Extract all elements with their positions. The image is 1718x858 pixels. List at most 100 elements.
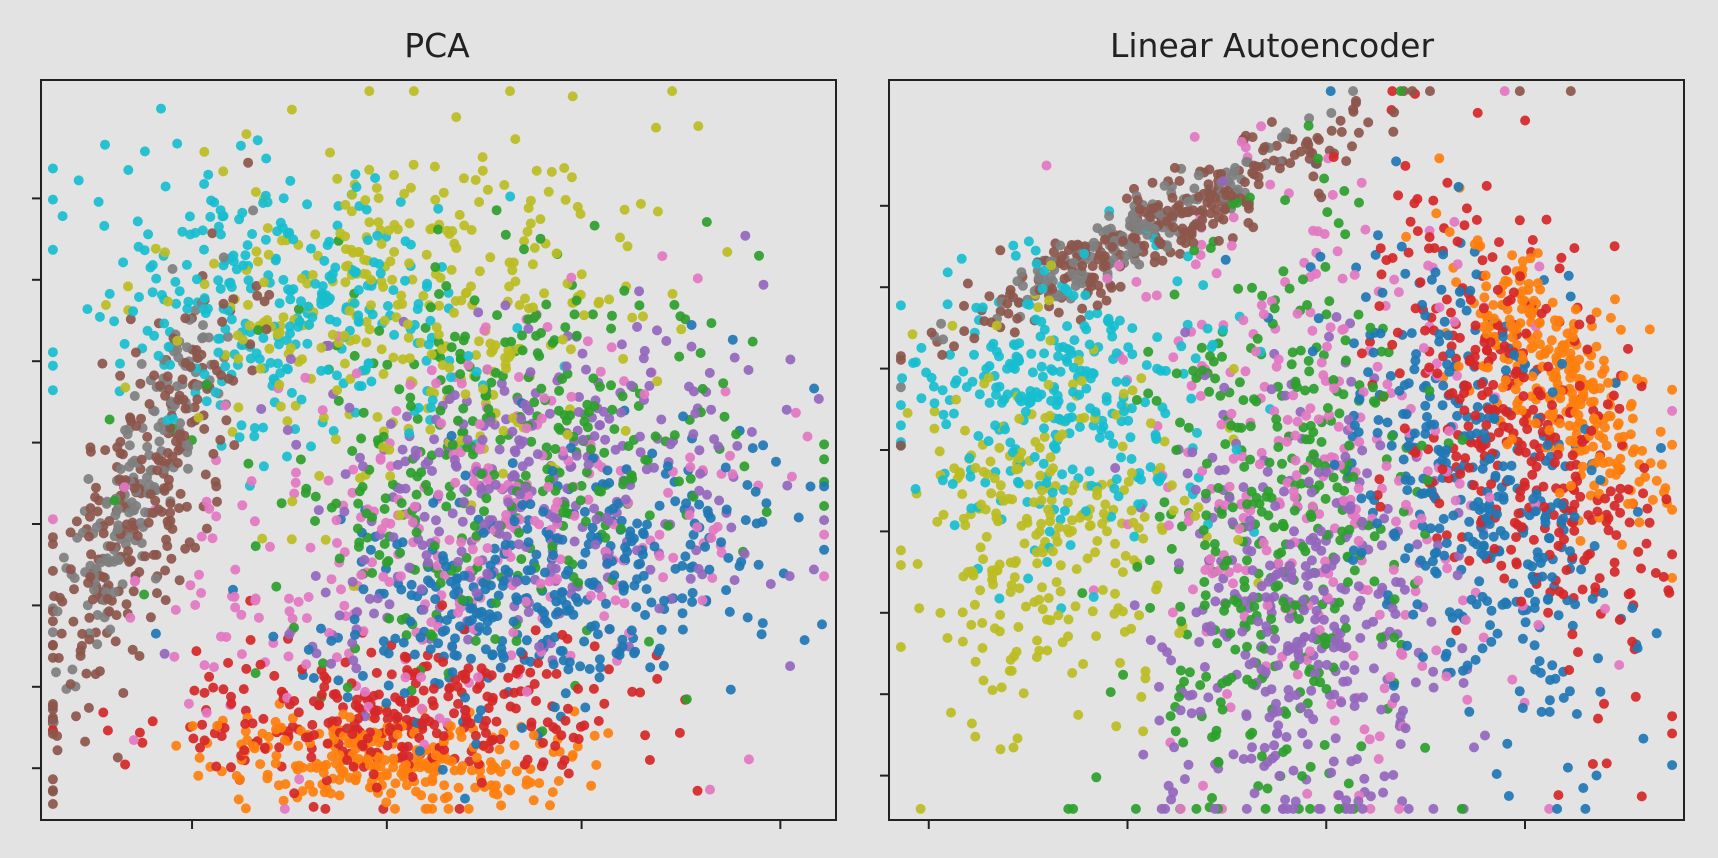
pca-scatter-point — [166, 553, 177, 564]
pca-scatter-point — [399, 688, 410, 699]
autoencoder-scatter-point — [1431, 358, 1442, 369]
pca-scatter-point — [160, 181, 171, 192]
pca-scatter-point — [142, 431, 153, 442]
pca-scatter-point — [589, 220, 600, 231]
pca-scatter-point — [453, 415, 463, 426]
pca-scatter-point — [681, 694, 692, 705]
pca-scatter-point — [584, 578, 595, 588]
autoencoder-scatter-point — [1614, 660, 1625, 670]
autoencoder-scatter-point — [1373, 230, 1383, 241]
autoencoder-scatter-point — [1145, 462, 1156, 473]
pca-scatter-point — [677, 608, 688, 619]
autoencoder-scatter-point — [1104, 211, 1115, 221]
autoencoder-scatter-point — [1044, 526, 1055, 537]
autoencoder-scatter-point — [984, 291, 995, 302]
autoencoder-scatter-point — [1100, 499, 1111, 510]
pca-scatter-point — [809, 383, 820, 394]
pca-scatter-point — [453, 698, 464, 709]
autoencoder-scatter-point — [1262, 466, 1273, 477]
autoencoder-scatter-point — [1304, 366, 1315, 377]
pca-scatter-point — [378, 636, 389, 647]
pca-scatter-point — [334, 610, 345, 621]
pca-scatter-point — [47, 347, 58, 358]
autoencoder-scatter-point — [1520, 617, 1531, 628]
pca-scatter-point — [316, 299, 327, 310]
pca-scatter-point — [212, 720, 223, 731]
pca-scatter-point — [434, 289, 444, 299]
pca-scatter-point — [405, 182, 416, 193]
pca-scatter-point — [295, 454, 306, 465]
pca-scatter-point — [525, 667, 536, 678]
pca-scatter-point — [237, 500, 248, 511]
autoencoder-scatter-point — [1292, 669, 1303, 680]
pca-scatter-point — [47, 532, 58, 543]
pca-scatter-point — [319, 681, 330, 692]
autoencoder-scatter-point — [984, 397, 995, 408]
autoencoder-scatter-point — [1638, 733, 1649, 744]
pca-scatter-point — [307, 312, 318, 323]
pca-scatter-point — [56, 628, 67, 639]
autoencoder-scatter-point — [1340, 229, 1351, 240]
autoencoder-scatter-point — [1210, 546, 1221, 557]
pca-scatter-point — [385, 256, 396, 267]
pca-scatter-point — [431, 378, 442, 389]
pca-scatter-point — [134, 567, 145, 577]
pca-scatter-point — [389, 329, 400, 340]
autoencoder-scatter-point — [1229, 167, 1240, 178]
autoencoder-scatter-point — [1175, 601, 1186, 612]
pca-scatter-point — [695, 468, 706, 479]
autoencoder-scatter-point — [1057, 469, 1068, 480]
autoencoder-scatter-point — [1008, 742, 1019, 753]
autoencoder-scatter-point — [994, 626, 1005, 637]
pca-scatter-point — [701, 217, 712, 227]
pca-scatter-point — [614, 650, 625, 660]
pca-scatter-point — [557, 334, 568, 345]
pca-scatter-point — [599, 698, 610, 709]
autoencoder-scatter-point — [1139, 512, 1150, 522]
pca-scatter-point — [225, 277, 236, 288]
autoencoder-scatter-point — [1218, 176, 1228, 187]
pca-scatter-point — [200, 469, 211, 480]
autoencoder-scatter-point — [1614, 403, 1625, 414]
autoencoder-scatter-point — [1047, 284, 1058, 295]
autoencoder-scatter-point — [1183, 196, 1194, 207]
pca-scatter-point — [665, 439, 676, 450]
pca-scatter-point — [622, 241, 633, 252]
pca-scatter-point — [91, 522, 102, 533]
autoencoder-scatter-point — [1451, 625, 1462, 636]
autoencoder-scatter-point — [1365, 337, 1375, 347]
autoencoder-scatter-point — [1136, 691, 1147, 702]
pca-scatter-point — [332, 385, 343, 396]
pca-scatter-point — [310, 571, 321, 581]
pca-scatter-point — [286, 387, 297, 398]
pca-scatter-point — [380, 493, 391, 504]
pca-scatter-point — [485, 252, 496, 263]
autoencoder-scatter-point — [996, 682, 1007, 693]
pca-scatter-point — [750, 486, 761, 497]
pca-scatter-point — [688, 529, 699, 540]
pca-scatter-point — [785, 354, 796, 365]
pca-scatter-point — [638, 311, 648, 322]
pca-scatter-point — [204, 671, 215, 682]
pca-scatter-point — [644, 510, 655, 521]
pca-scatter-point — [324, 314, 335, 325]
autoencoder-scatter-point — [1477, 463, 1488, 474]
pca-scatter-point — [296, 296, 306, 307]
pca-scatter-point — [123, 281, 133, 292]
pca-scatter-point — [418, 604, 429, 615]
pca-scatter-point — [198, 304, 209, 315]
pca-scatter-point — [305, 542, 316, 553]
pca-scatter-point — [154, 436, 165, 447]
autoencoder-scatter-point — [1608, 390, 1619, 401]
autoencoder-scatter-point — [1174, 176, 1185, 186]
pca-scatter-point — [258, 333, 269, 344]
pca-scatter-point — [174, 286, 185, 297]
autoencoder-scatter-point — [1638, 488, 1649, 499]
pca-scatter-point — [361, 316, 372, 327]
autoencoder-scatter-point — [1084, 310, 1095, 321]
pca-scatter-point — [373, 217, 384, 228]
autoencoder-scatter-point — [1529, 439, 1540, 450]
pca-scatter-point — [692, 785, 703, 796]
autoencoder-scatter-point — [1387, 86, 1398, 97]
pca-scatter-point — [297, 354, 308, 365]
